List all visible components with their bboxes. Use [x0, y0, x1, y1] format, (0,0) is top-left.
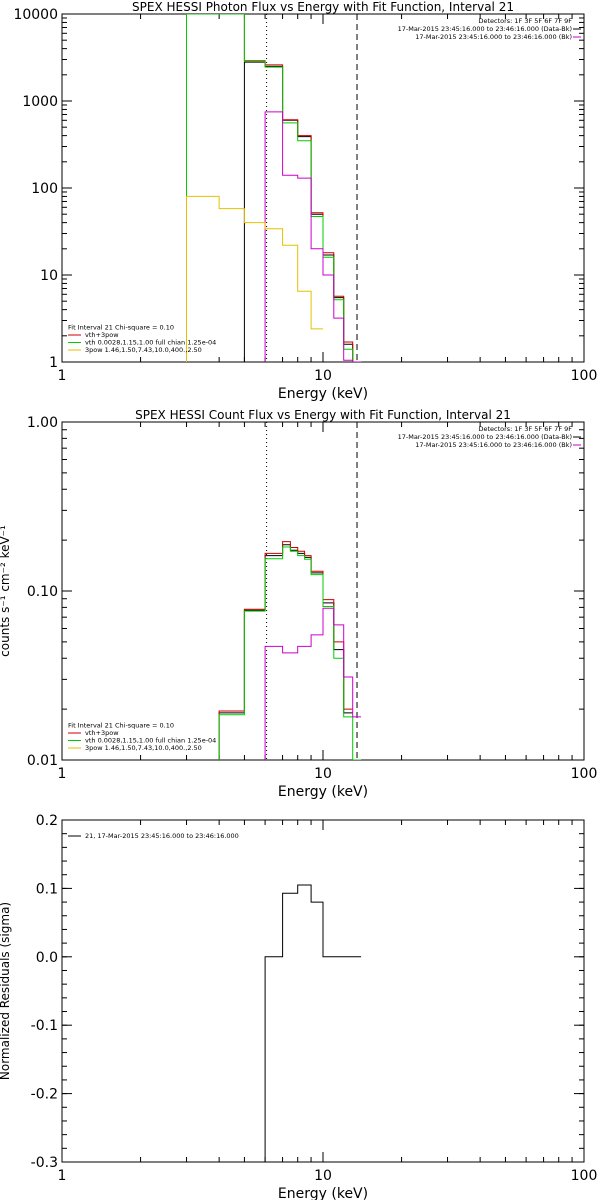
panel1-header-line: 17-Mar-2015 23:45:16.000 to 23:46:16.000… — [398, 25, 572, 33]
panel2-x-tick-label: 10 — [314, 766, 332, 782]
panel2-x-tick-label: 100 — [571, 766, 598, 782]
panel1-x-tick-label: 100 — [571, 368, 598, 384]
panel3-frame — [61, 819, 585, 1163]
panel1-legend-entry: 3pow 1.46,1.50,7.43,10.0,400.,2.50 — [85, 346, 202, 354]
panel1-series-4-step-line — [264, 111, 362, 362]
panel1-frame — [61, 13, 585, 363]
panel1-legend-entry: vth 0.0028,1.15,1.00 full chian 1.25e-04 — [85, 339, 216, 347]
panel1-x-tick-label: 1 — [58, 368, 67, 384]
panel3-y-axis-label: Normalized Residuals (sigma) — [0, 902, 12, 1080]
panel2-series-4-step-line — [264, 607, 362, 760]
panel3-series-1-step-line — [264, 884, 362, 1162]
panel3-y-tick-label: -0.3 — [31, 1155, 58, 1171]
panel1-legend-entry: vth+3pow — [85, 331, 119, 339]
panel2-legend-entry: vth 0.0028,1.15,1.00 full chian 1.25e-04 — [85, 737, 216, 745]
panel1-x-axis-label: Energy (keV) — [278, 386, 368, 402]
panel2-x-axis-label: Energy (keV) — [278, 784, 368, 800]
panel1-y-tick-label: 1 — [49, 355, 58, 371]
panel2-y-tick-label: 1.00 — [27, 415, 58, 431]
panel2-series-3-step-line — [218, 546, 362, 760]
panel1-y-tick-label: 100 — [31, 181, 58, 197]
panel2-y-tick-label: 0.10 — [27, 584, 58, 600]
panel2-series-1-step-line — [218, 544, 353, 760]
panel2-series-2-step-line — [218, 541, 353, 760]
panel2-title: SPEX HESSI Count Flux vs Energy with Fit… — [135, 408, 511, 422]
panel2-x-tick-label: 1 — [58, 766, 67, 782]
panel3-y-tick-label: -0.1 — [31, 1018, 58, 1034]
panel1-y-tick-label: 10000 — [13, 7, 58, 23]
panel2-y-axis-label: counts s⁻¹ cm⁻² keV⁻¹ — [0, 525, 12, 657]
panel1-header-line: Detectors: 1F 3F 5F 6F 7F 9F — [478, 17, 572, 25]
panel1-title: SPEX HESSI Photon Flux vs Energy with Fi… — [132, 0, 514, 14]
panel3-y-tick-label: 0.2 — [36, 813, 58, 829]
panel2-legend-entry: Fit Interval 21 Chi-square = 0.10 — [68, 722, 174, 730]
panel2-header-line: 17-Mar-2015 23:45:16.000 to 23:46:16.000… — [398, 433, 572, 441]
panel1-y-tick-label: 10 — [40, 268, 58, 284]
panel2-y-tick-label: 0.01 — [27, 753, 58, 769]
panel2-header-line: 17-Mar-2015 23:45:16.000 to 23:46:16.000… — [415, 441, 572, 449]
panel3-x-tick-label: 1 — [58, 1168, 67, 1184]
panel3-y-tick-label: 0.1 — [36, 881, 58, 897]
panel3-legend-entry: 21, 17-Mar-2015 23:45:16.000 to 23:46:16… — [85, 832, 239, 840]
panel3-y-tick-label: 0.0 — [36, 950, 58, 966]
panel2-header-line: Detectors: 1F 3F 5F 6F 7F 9F — [478, 425, 572, 433]
panel3-x-tick-label: 10 — [314, 1168, 332, 1184]
panel3-x-axis-label: Energy (keV) — [278, 1186, 368, 1200]
panel1-series-5-step-line — [186, 195, 323, 362]
panel2-legend-entry: 3pow 1.46,1.50,7.43,10.0,400.,2.50 — [85, 744, 202, 752]
panel1-legend-entry: Fit Interval 21 Chi-square = 0.10 — [68, 324, 174, 332]
panel2-legend-entry: vth+3pow — [85, 729, 119, 737]
panel1-y-tick-label: 1000 — [22, 94, 58, 110]
panel1-header-line: 17-Mar-2015 23:45:16.000 to 23:46:16.000… — [415, 33, 572, 41]
panel3-y-tick-label: -0.2 — [31, 1087, 58, 1103]
panel1-x-tick-label: 10 — [314, 368, 332, 384]
panel3-x-tick-label: 100 — [571, 1168, 598, 1184]
